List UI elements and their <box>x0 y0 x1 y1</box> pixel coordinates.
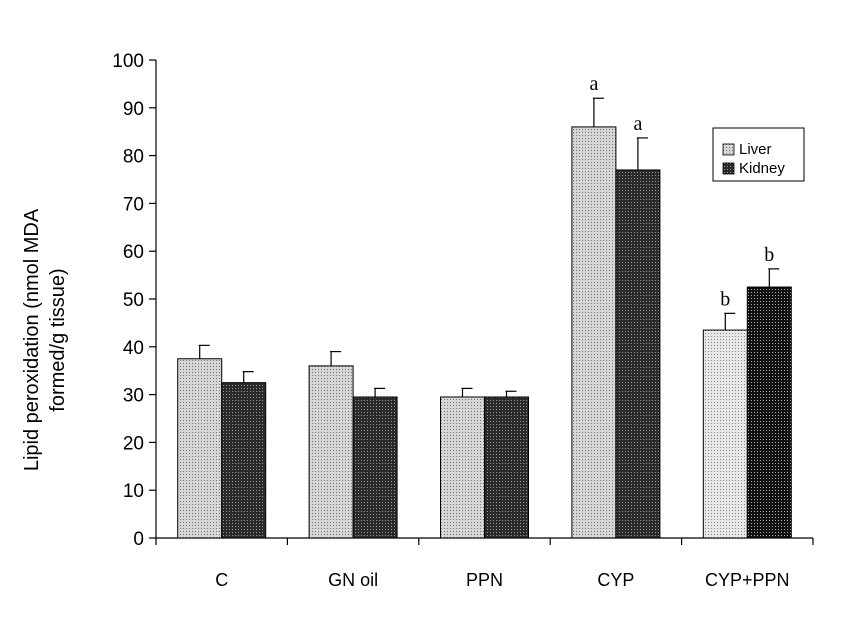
x-tick-label: C <box>215 570 228 590</box>
x-tick-label: PPN <box>466 570 503 590</box>
bar-kidney-0 <box>221 382 267 539</box>
bar-liver-4 <box>702 329 748 539</box>
bar-liver-3 <box>571 126 617 539</box>
bar-kidney-3 <box>615 169 661 539</box>
y-axis-title-line-2: formed/g tissue) <box>47 268 69 411</box>
bar-liver-0 <box>177 358 223 539</box>
y-tick-label: 80 <box>123 147 144 168</box>
y-tick-label: 50 <box>123 290 144 311</box>
x-tick-label: GN oil <box>328 570 378 590</box>
bars <box>177 97 792 539</box>
y-tick-label: 0 <box>133 529 144 550</box>
y-tick-label: 60 <box>123 242 144 263</box>
significance-label: b <box>720 288 730 310</box>
bar-liver-2 <box>440 396 485 539</box>
x-tick-label: CYP <box>597 570 634 590</box>
y-tick-label: 100 <box>112 51 144 72</box>
y-tick-label: 90 <box>123 99 144 120</box>
y-axis-title-line-1: Lipid peroxidation (nmol MDA <box>21 208 43 471</box>
legend-label-liver: Liver <box>739 141 772 158</box>
y-tick-label: 10 <box>123 481 144 502</box>
bar-kidney-1 <box>352 396 398 539</box>
labels: 0 10 20 30 40 50 60 70 80 90 100 C GN oil PPN a a CYP b b C… <box>112 51 789 590</box>
legend-label-kidney: Kidney <box>739 160 785 177</box>
significance-label: a <box>633 113 642 135</box>
legend: Liver Kidney <box>712 127 805 182</box>
y-axis-title: Lipid peroxidation (nmol MDA formed/g ti… <box>21 208 69 471</box>
bar-kidney-4 <box>746 286 792 539</box>
x-tick-label: CYP+PPN <box>705 570 790 590</box>
y-tick-label: 30 <box>123 386 144 407</box>
y-tick-label: 20 <box>123 433 144 454</box>
y-tick-label: 40 <box>123 338 144 359</box>
legend-swatch-kidney <box>722 162 735 175</box>
y-tick-label: 70 <box>123 194 144 215</box>
bar-kidney-2 <box>484 396 529 539</box>
significance-label: a <box>589 73 598 95</box>
significance-label: b <box>764 244 774 266</box>
bar-liver-1 <box>308 365 354 539</box>
legend-swatch-liver <box>722 143 735 156</box>
